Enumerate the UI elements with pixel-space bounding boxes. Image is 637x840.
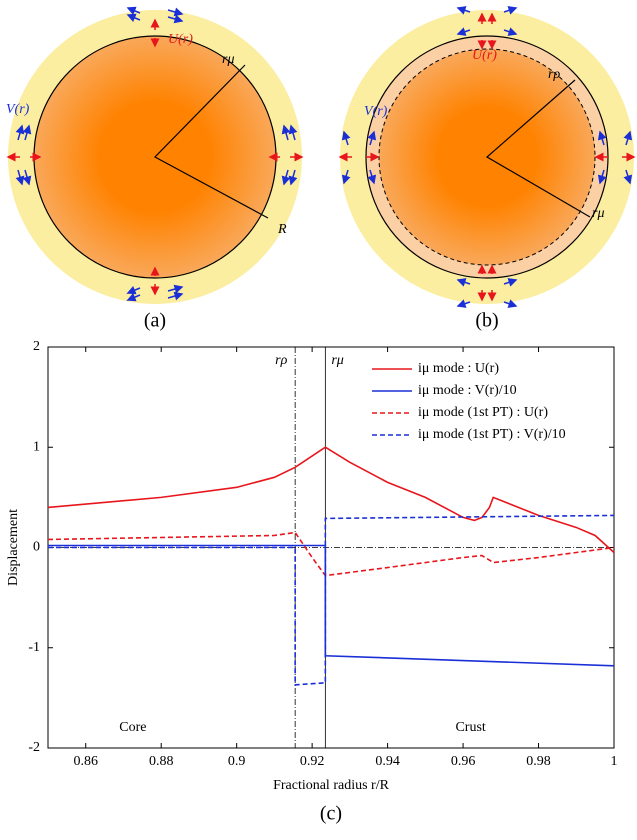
x-tick-label: 0.88 [149, 754, 174, 769]
panel-label: (b) [475, 310, 498, 332]
r-mu-label: rμ [592, 206, 604, 221]
x-tick-label: 0.9 [228, 754, 246, 769]
x-tick-label: 1 [611, 754, 618, 769]
legend-label: iμ mode : U(r) [418, 361, 499, 376]
panel-label: (c) [320, 803, 342, 825]
y-tick-label: 2 [33, 339, 40, 354]
r-rho-label: rρ [548, 67, 560, 82]
diagram-a: U(r) V(r) rμ R (a) [6, 6, 304, 332]
annotation: Core [119, 720, 146, 735]
v-label: V(r) [6, 102, 30, 117]
x-axis-label: Fractional radius r/R [273, 778, 390, 793]
legend-label: iμ mode (1st PT) : U(r) [418, 405, 548, 420]
legend-label: iμ mode : V(r)/10 [418, 383, 517, 398]
x-tick-label: 0.98 [526, 754, 551, 769]
y-axis-label: Displacement [6, 509, 21, 586]
y-tick-label: 1 [33, 439, 40, 454]
u-label: U(r) [472, 48, 497, 63]
y-tick-label: -1 [28, 640, 40, 655]
x-tick-label: 0.96 [451, 754, 476, 769]
y-tick-label: -2 [28, 740, 40, 755]
legend-label: iμ mode (1st PT) : V(r)/10 [418, 427, 566, 442]
r-label: R [277, 222, 287, 237]
x-tick-label: 0.92 [300, 754, 325, 769]
y-tick-label: 0 [33, 540, 40, 555]
series-line [47, 531, 615, 577]
series-line [48, 544, 615, 667]
x-tick-label: 0.94 [375, 754, 400, 769]
reference-label: rμ [331, 353, 343, 368]
diagram-b: U(r) V(r) rρ rμ (b) [338, 6, 636, 332]
u-label: U(r) [168, 32, 193, 47]
annotation: Crust [455, 720, 485, 735]
series-line [48, 514, 615, 686]
chart: 0.86 0.88 0.9 0.92 0.94 0.96 0.98 1 -2 -1 0 1 2 rρ rμ C… [6, 339, 617, 824]
x-tick-label: 0.86 [73, 754, 98, 769]
r-mu-label: rμ [222, 52, 234, 67]
panel-label: (a) [144, 310, 166, 332]
series-line [47, 446, 615, 554]
reference-label: rρ [275, 353, 287, 368]
v-label: V(r) [364, 104, 388, 119]
